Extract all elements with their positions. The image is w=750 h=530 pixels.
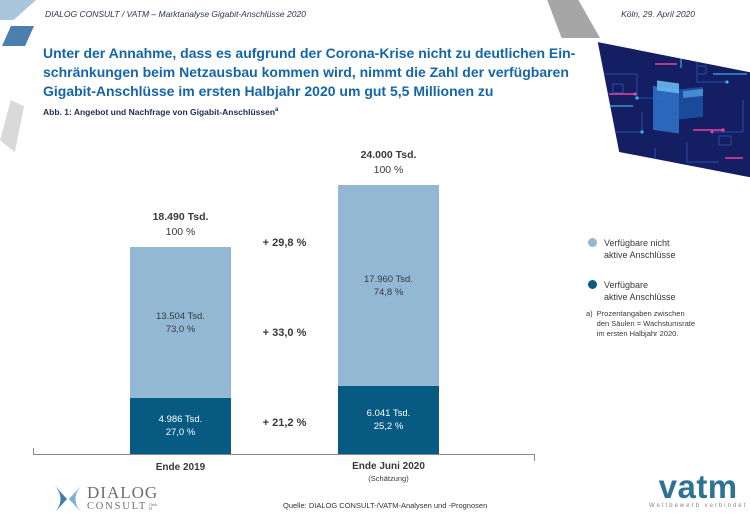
- dialog-consult-logo: DIALOG CONSULT GmbH: [54, 483, 159, 513]
- x-axis-tick-left: [33, 448, 34, 454]
- figure-caption-text: Abb. 1: Angebot und Nachfrage von Gigabi…: [43, 107, 276, 117]
- footnote-line1: Prozentangaben zwischen: [596, 309, 685, 318]
- dialog-logo-consult: CONSULT: [87, 501, 148, 512]
- source-note: Quelle: DIALOG CONSULT-/VATM-Analysen un…: [283, 501, 488, 510]
- bar-total-label: 24.000 Tsd. 100 %: [338, 148, 439, 178]
- bar-column: 18.490 Tsd. 100 % 13.504 Tsd. 73,0 % 4.9…: [130, 211, 231, 454]
- deco-parallelogram-left-gray: [0, 100, 24, 152]
- growth-rate-inactive: + 33,0 %: [262, 327, 307, 339]
- figure-caption-footnote-marker: a: [275, 107, 279, 114]
- segment-percent-label: 27,0 %: [165, 427, 196, 439]
- category-label-note: (Schätzung): [368, 474, 409, 483]
- segment-percent-label: 25,2 %: [373, 421, 404, 433]
- footnote-text: Prozentangaben zwischen den Säulen = Wac…: [597, 309, 695, 339]
- legend-label: Verfügbare nicht aktive Anschlüsse: [604, 237, 676, 261]
- bar-total-value: 18.490 Tsd.: [152, 211, 209, 223]
- segment-value-label: 4.986 Tsd.: [158, 414, 203, 426]
- legend-label: Verfügbare aktive Anschlüsse: [604, 279, 676, 303]
- footnote-marker: a): [586, 309, 593, 318]
- deco-parallelogram-top-left-blue: [0, 0, 36, 20]
- slide-title: Unter der Annahme, dass es aufgrund der …: [43, 44, 603, 101]
- bar-segment-inactive: 13.504 Tsd. 73,0 %: [130, 247, 231, 399]
- legend-label-line2: aktive Anschlüsse: [604, 250, 676, 260]
- footnote: a) Prozentangaben zwischen den Säulen = …: [586, 309, 695, 339]
- header-document-title: DIALOG CONSULT / VATM – Marktanalyse Gig…: [45, 9, 306, 19]
- dialog-logo-word: DIALOG: [87, 483, 159, 502]
- category-label-text: Ende 2019: [155, 462, 206, 473]
- segment-value-label: 6.041 Tsd.: [366, 408, 411, 420]
- bar-segment-inactive: 17.960 Tsd. 74,8 %: [338, 185, 439, 387]
- dialog-consult-logo-text: DIALOG CONSULT GmbH: [87, 483, 159, 512]
- bar-segment-active: 4.986 Tsd. 27,0 %: [130, 398, 231, 454]
- category-label-2020: Ende Juni 2020 (Schätzung): [338, 461, 439, 483]
- circuit-board-image: [597, 42, 750, 178]
- dialog-consult-logo-icon: [54, 485, 82, 513]
- bar-segment-active: 6.041 Tsd. 25,2 %: [338, 386, 439, 454]
- category-label-2019: Ende 2019: [130, 462, 231, 473]
- deco-parallelogram-top-right-gray: [547, 0, 600, 38]
- legend-dot-dark-blue: [588, 280, 597, 289]
- legend-label-line1: Verfügbare nicht: [604, 238, 670, 248]
- legend-label-line1: Verfügbare: [604, 280, 649, 290]
- legend-dot-light-blue: [588, 238, 597, 247]
- x-axis-tick-right: [534, 454, 535, 461]
- vatm-logo: vatm Wettbewerb verbindet: [649, 468, 748, 509]
- growth-rate-total: + 29,8 %: [262, 237, 307, 249]
- vatm-logo-tagline: Wettbewerb verbindet: [649, 503, 748, 509]
- figure-caption: Abb. 1: Angebot und Nachfrage von Gigabi…: [43, 107, 278, 117]
- category-label-text: Ende Juni 2020: [352, 461, 425, 472]
- legend-label-line2: aktive Anschlüsse: [604, 292, 676, 302]
- vatm-logo-word: vatm: [658, 468, 738, 505]
- legend-item-active: Verfügbare aktive Anschlüsse: [588, 279, 676, 303]
- segment-percent-label: 73,0 %: [165, 323, 196, 335]
- x-axis-line: [33, 454, 535, 455]
- segment-value-label: 17.960 Tsd.: [364, 273, 413, 285]
- dialog-logo-word2: CONSULT GmbH: [87, 501, 158, 512]
- circuit-board-graphic: [597, 42, 750, 178]
- bar-total-percent: 100 %: [165, 226, 196, 238]
- slide-title-line3: Gigabit-Anschlüsse im ersten Halbjahr 20…: [43, 83, 494, 99]
- bar-total-label: 18.490 Tsd. 100 %: [130, 210, 231, 240]
- bar-total-value: 24.000 Tsd.: [360, 149, 417, 161]
- slide-title-line2: schränkungen beim Netzausbau kommen wird…: [43, 64, 569, 80]
- bar-total-percent: 100 %: [373, 164, 404, 176]
- deco-parallelogram-left-steelblue: [2, 26, 34, 46]
- dialog-logo-gmbh: GmbH: [149, 501, 158, 511]
- segment-percent-label: 74,8 %: [373, 286, 404, 298]
- footnote-line2: den Säulen = Wachstumsrate: [596, 319, 695, 328]
- bar-column: 24.000 Tsd. 100 % 17.960 Tsd. 74,8 % 6.0…: [338, 149, 439, 454]
- slide-title-line1: Unter der Annahme, dass es aufgrund der …: [43, 45, 576, 61]
- segment-value-label: 13.504 Tsd.: [156, 310, 205, 322]
- growth-rate-active: + 21,2 %: [262, 417, 307, 429]
- header-date: Köln, 29. April 2020: [621, 9, 695, 19]
- legend-item-inactive: Verfügbare nicht aktive Anschlüsse: [588, 237, 676, 261]
- footnote-line3: im ersten Halbjahr 2020.: [596, 329, 679, 338]
